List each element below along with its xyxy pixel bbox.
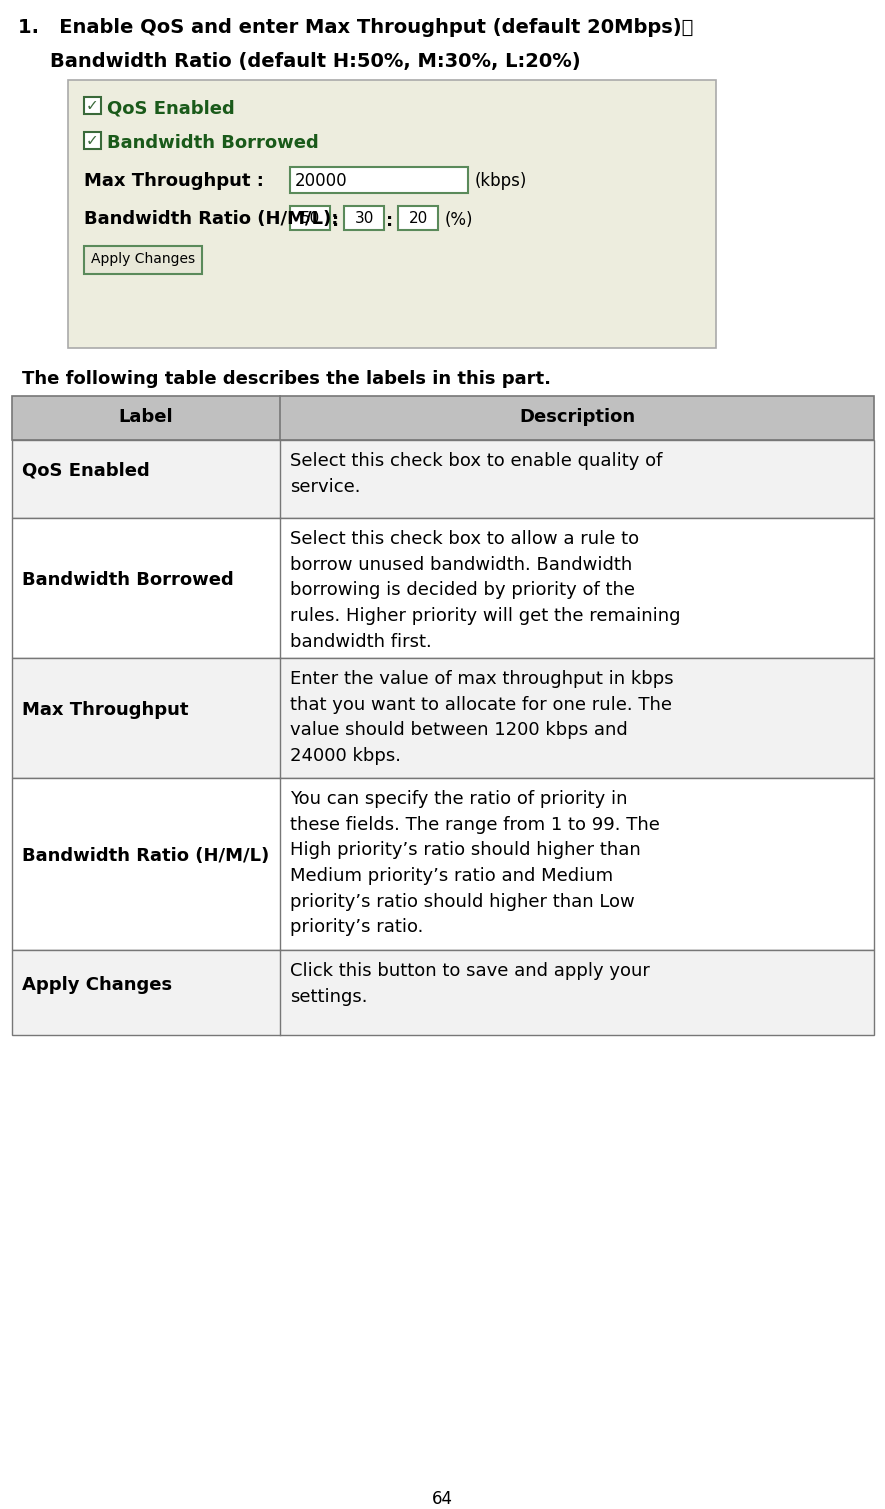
Text: Label: Label [119, 407, 173, 426]
Text: Bandwidth Ratio (H/M/L): Bandwidth Ratio (H/M/L) [22, 847, 269, 865]
Text: Max Throughput: Max Throughput [22, 702, 189, 718]
Text: Bandwidth Ratio (default H:50%, M:30%, L:20%): Bandwidth Ratio (default H:50%, M:30%, L… [50, 51, 581, 71]
Text: 1.   Enable QoS and enter Max Throughput (default 20Mbps)、: 1. Enable QoS and enter Max Throughput (… [18, 18, 693, 38]
Text: Apply Changes: Apply Changes [91, 252, 195, 266]
Text: QoS Enabled: QoS Enabled [107, 100, 235, 118]
FancyBboxPatch shape [12, 518, 874, 658]
Text: QoS Enabled: QoS Enabled [22, 462, 150, 480]
FancyBboxPatch shape [84, 97, 101, 115]
Text: Enter the value of max throughput in kbps
that you want to allocate for one rule: Enter the value of max throughput in kbp… [290, 670, 673, 765]
Text: Description: Description [519, 407, 635, 426]
Text: ✓: ✓ [86, 98, 99, 113]
FancyBboxPatch shape [84, 246, 202, 275]
Text: (%): (%) [445, 211, 473, 229]
FancyBboxPatch shape [290, 207, 330, 229]
FancyBboxPatch shape [84, 131, 101, 149]
Text: :: : [387, 211, 394, 229]
Text: (kbps): (kbps) [475, 172, 527, 190]
Text: :: : [333, 211, 340, 229]
FancyBboxPatch shape [290, 167, 468, 193]
Text: ✓: ✓ [86, 133, 99, 148]
FancyBboxPatch shape [398, 207, 438, 229]
Text: Click this button to save and apply your
settings.: Click this button to save and apply your… [290, 963, 650, 1005]
FancyBboxPatch shape [12, 441, 874, 518]
Text: 30: 30 [354, 211, 373, 226]
Text: 20: 20 [408, 211, 427, 226]
Text: 20000: 20000 [295, 172, 348, 190]
Text: Bandwidth Borrowed: Bandwidth Borrowed [22, 570, 234, 589]
Text: 50: 50 [300, 211, 319, 226]
Text: You can specify the ratio of priority in
these fields. The range from 1 to 99. T: You can specify the ratio of priority in… [290, 791, 660, 937]
Text: The following table describes the labels in this part.: The following table describes the labels… [22, 370, 551, 388]
Text: Bandwidth Ratio (H/M/L):: Bandwidth Ratio (H/M/L): [84, 210, 338, 228]
Text: Select this check box to allow a rule to
borrow unused bandwidth. Bandwidth
borr: Select this check box to allow a rule to… [290, 530, 681, 650]
FancyBboxPatch shape [12, 779, 874, 951]
FancyBboxPatch shape [12, 658, 874, 779]
FancyBboxPatch shape [12, 951, 874, 1035]
FancyBboxPatch shape [344, 207, 384, 229]
Text: Bandwidth Borrowed: Bandwidth Borrowed [107, 134, 319, 152]
Text: Select this check box to enable quality of
service.: Select this check box to enable quality … [290, 453, 662, 495]
Text: Apply Changes: Apply Changes [22, 975, 172, 993]
FancyBboxPatch shape [12, 395, 874, 441]
Text: Max Throughput :: Max Throughput : [84, 172, 264, 190]
Text: 64: 64 [432, 1489, 452, 1507]
FancyBboxPatch shape [68, 80, 716, 349]
